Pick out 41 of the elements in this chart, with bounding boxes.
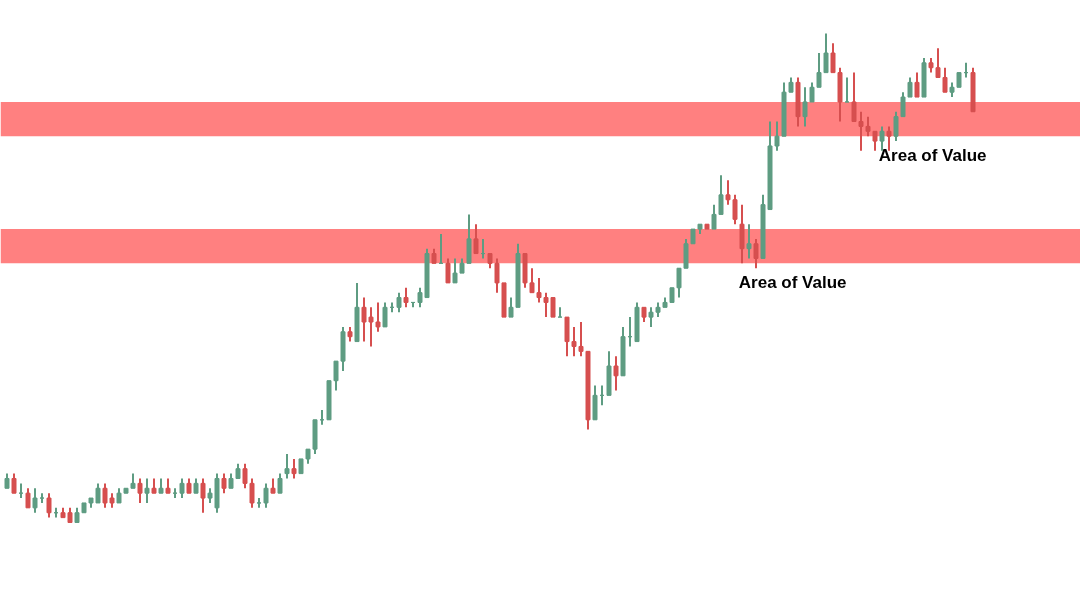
candlestick [844,76,850,103]
candlestick [137,477,143,504]
candlestick [809,81,815,103]
candlestick [557,306,563,319]
candlestick [732,193,738,226]
band-label: Area of Value [878,145,987,165]
candlestick [473,223,479,255]
candlestick [914,71,920,99]
candlestick [32,487,38,514]
candlestick [221,472,227,495]
candlestick [494,257,500,294]
candlestick [11,472,17,495]
candlestick [284,453,290,480]
candlestick [375,301,381,333]
candlestick [333,360,339,392]
band-label: Area of Value [738,273,847,293]
candlestick [746,223,752,260]
candlestick [382,301,388,328]
candlestick [46,492,52,519]
candlestick [396,291,402,314]
candlestick [774,120,780,152]
candlestick [907,76,913,99]
candlestick [277,472,283,495]
candlestick [25,487,31,509]
candlestick [179,477,185,500]
candlestick [753,237,759,270]
candlestick [725,179,731,206]
candlestick [403,286,409,309]
candlestick [648,306,654,328]
candlestick [291,457,297,480]
candlestick [529,267,535,294]
candlestick [445,257,451,284]
candlestick [872,130,878,152]
candlestick [676,267,682,299]
candlestick [263,482,269,509]
candlestick [802,86,808,128]
candlestick [613,355,619,392]
candlestick [508,296,514,319]
candlestick [200,477,206,514]
candlestick [452,257,458,284]
candlestick [144,477,150,504]
